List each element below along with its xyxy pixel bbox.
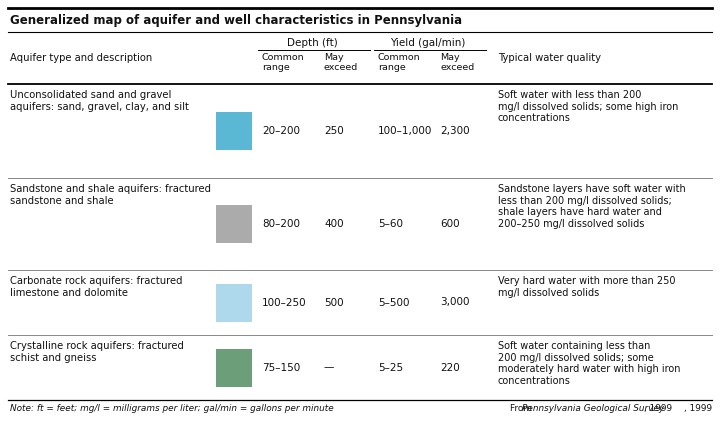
Text: Pennsylvania Geological Survey: Pennsylvania Geological Survey [522,404,664,413]
Text: 80–200: 80–200 [262,219,300,229]
Text: Very hard water with more than 250
mg/l dissolved solids: Very hard water with more than 250 mg/l … [498,276,675,298]
Text: Unconsolidated sand and gravel
aquifers: sand, gravel, clay, and silt: Unconsolidated sand and gravel aquifers:… [10,90,189,112]
Text: 220: 220 [440,363,460,373]
Text: May
exceed: May exceed [324,53,359,72]
Text: Sandstone and shale aquifers: fractured
sandstone and shale: Sandstone and shale aquifers: fractured … [10,184,211,206]
Text: Note: ft = feet; mg/l = milligrams per liter; gal/min = gallons per minute: Note: ft = feet; mg/l = milligrams per l… [10,404,334,413]
Text: 600: 600 [440,219,459,229]
Text: Carbonate rock aquifers: fractured
limestone and dolomite: Carbonate rock aquifers: fractured limes… [10,276,182,298]
Text: Soft water with less than 200
mg/l dissolved solids; some high iron
concentratio: Soft water with less than 200 mg/l disso… [498,90,678,123]
Text: 250: 250 [324,126,343,136]
Text: 75–150: 75–150 [262,363,300,373]
Text: Typical water quality: Typical water quality [498,53,601,63]
Text: 20–200: 20–200 [262,126,300,136]
Text: 500: 500 [324,297,343,308]
Text: Soft water containing less than
200 mg/l dissolved solids; some
moderately hard : Soft water containing less than 200 mg/l… [498,341,680,386]
Text: Depth (ft): Depth (ft) [287,38,338,48]
Text: Aquifer type and description: Aquifer type and description [10,53,152,63]
Text: , 1999: , 1999 [644,404,672,413]
Text: Generalized map of aquifer and well characteristics in Pennsylvania: Generalized map of aquifer and well char… [10,14,462,27]
Text: 100–1,000: 100–1,000 [378,126,433,136]
Text: May
exceed: May exceed [440,53,474,72]
Text: 3,000: 3,000 [440,297,469,308]
Text: 5–500: 5–500 [378,297,410,308]
Text: Crystalline rock aquifers: fractured
schist and gneiss: Crystalline rock aquifers: fractured sch… [10,341,184,363]
Text: Common
range: Common range [262,53,305,72]
Text: Yield (gal/min): Yield (gal/min) [390,38,466,48]
Text: Common
range: Common range [378,53,420,72]
Text: 5–60: 5–60 [378,219,403,229]
Text: 100–250: 100–250 [262,297,307,308]
Text: —: — [324,363,334,373]
Text: From: From [510,404,535,413]
Text: , 1999: , 1999 [684,404,712,413]
Text: Sandstone layers have soft water with
less than 200 mg/l dissolved solids;
shale: Sandstone layers have soft water with le… [498,184,685,229]
Text: 5–25: 5–25 [378,363,403,373]
Text: 400: 400 [324,219,343,229]
Text: 2,300: 2,300 [440,126,469,136]
